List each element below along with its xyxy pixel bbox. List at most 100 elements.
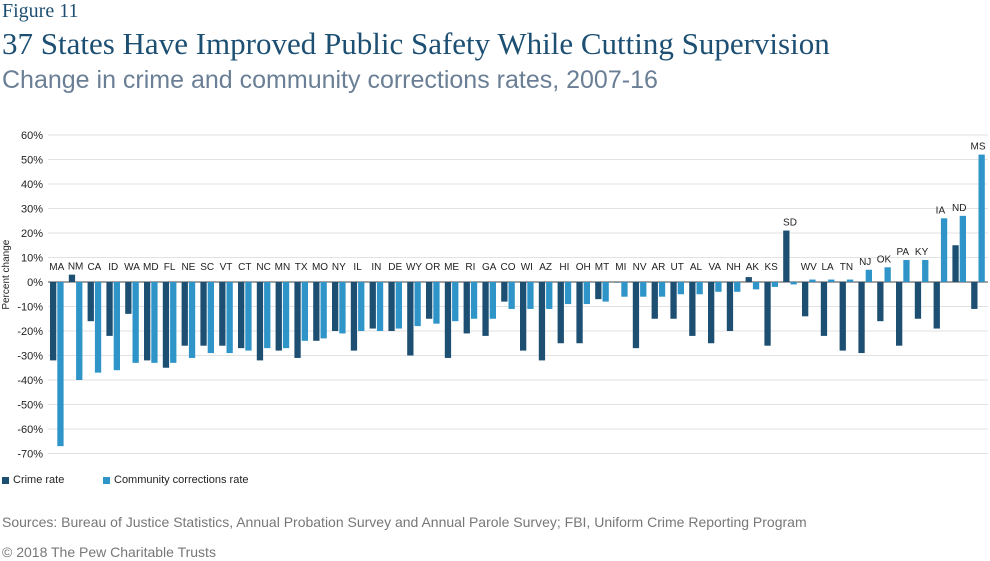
bar-crime-rate bbox=[877, 282, 884, 322]
bar-crime-rate bbox=[896, 282, 903, 346]
bar-community-corrections-rate bbox=[809, 279, 816, 282]
chart-subtitle: Change in crime and community correction… bbox=[2, 66, 658, 94]
category-label: UT bbox=[671, 262, 684, 273]
bar-community-corrections-rate bbox=[734, 282, 741, 292]
bar-crime-rate bbox=[595, 282, 602, 300]
bar-community-corrections-rate bbox=[846, 279, 854, 282]
y-tick-label: -30% bbox=[17, 351, 43, 363]
bar-community-corrections-rate bbox=[828, 279, 835, 282]
bar-crime-rate bbox=[783, 230, 790, 282]
y-tick-label: 10% bbox=[21, 253, 43, 265]
bar-crime-rate bbox=[839, 282, 846, 351]
category-label: DE bbox=[388, 262, 402, 273]
bar-crime-rate bbox=[520, 282, 527, 351]
bar-community-corrections-rate bbox=[884, 267, 891, 282]
bar-community-corrections-rate bbox=[658, 282, 666, 297]
y-tick-label: 40% bbox=[21, 179, 43, 191]
bar-crime-rate bbox=[952, 245, 959, 282]
bar-crime-rate bbox=[181, 282, 188, 346]
bar-crime-rate bbox=[463, 282, 470, 334]
bar-community-corrections-rate bbox=[339, 282, 346, 334]
bar-community-corrections-rate bbox=[790, 282, 797, 285]
bar-crime-rate bbox=[820, 282, 828, 336]
category-label: CT bbox=[238, 262, 251, 273]
legend-item-crime: Crime rate bbox=[2, 474, 64, 486]
category-label: ND bbox=[952, 203, 966, 214]
legend-swatch-crime bbox=[2, 476, 9, 484]
bar-crime-rate bbox=[238, 282, 245, 349]
copyright-note: © 2018 The Pew Charitable Trusts bbox=[2, 544, 216, 560]
bar-community-corrections-rate bbox=[978, 154, 985, 282]
bar-crime-rate bbox=[50, 282, 57, 361]
y-tick-label: 20% bbox=[21, 228, 43, 240]
bar-community-corrections-rate bbox=[583, 282, 590, 305]
source-note: Sources: Bureau of Justice Statistics, A… bbox=[2, 514, 807, 530]
bar-crime-rate bbox=[745, 277, 752, 282]
bar-community-corrections-rate bbox=[452, 282, 459, 322]
bar-crime-rate bbox=[125, 282, 132, 314]
bar-community-corrections-rate bbox=[188, 282, 196, 358]
category-label: LA bbox=[821, 262, 834, 273]
category-label: WY bbox=[406, 262, 422, 273]
bar-community-corrections-rate bbox=[282, 282, 290, 349]
y-tick-label: -40% bbox=[17, 375, 43, 387]
y-tick-label: -70% bbox=[17, 449, 43, 461]
category-label: WA bbox=[124, 262, 140, 273]
bar-crime-rate bbox=[87, 282, 94, 322]
bar-chart: 60% 50% 40% 30% 20% 10% 0% -10% -20% -30% -40% -50%… bbox=[1, 130, 988, 461]
bar-community-corrections-rate bbox=[76, 282, 83, 380]
bar-crime-rate bbox=[294, 282, 301, 358]
bar-community-corrections-rate bbox=[546, 282, 553, 309]
category-label: NM bbox=[68, 262, 84, 273]
bar-crime-rate bbox=[802, 282, 809, 317]
bar-community-corrections-rate bbox=[132, 282, 139, 363]
bar-community-corrections-rate bbox=[57, 282, 64, 447]
bar-community-corrections-rate bbox=[470, 282, 478, 319]
bar-community-corrections-rate bbox=[527, 282, 534, 309]
category-label: MT bbox=[595, 262, 609, 273]
bar-crime-rate bbox=[576, 282, 583, 344]
y-tick-label: -60% bbox=[17, 424, 43, 436]
bar-crime-rate bbox=[557, 282, 564, 344]
figure-label: Figure 11 bbox=[2, 0, 79, 22]
bar-crime-rate bbox=[689, 282, 696, 336]
bar-community-corrections-rate bbox=[621, 282, 628, 297]
category-label: WV bbox=[801, 262, 817, 273]
bar-community-corrections-rate bbox=[376, 282, 384, 331]
bar-community-corrections-rate bbox=[903, 259, 910, 282]
category-label: OH bbox=[576, 262, 591, 273]
bar-crime-rate bbox=[106, 282, 113, 336]
bar-community-corrections-rate bbox=[264, 282, 271, 349]
bar-crime-rate bbox=[670, 282, 677, 319]
bar-community-corrections-rate bbox=[489, 282, 496, 319]
legend-label-crime: Crime rate bbox=[13, 474, 65, 486]
bar-community-corrections-rate bbox=[940, 218, 948, 282]
bar-community-corrections-rate bbox=[226, 282, 233, 354]
category-label: RI bbox=[465, 262, 475, 273]
bar-crime-rate bbox=[350, 282, 358, 351]
bar-community-corrections-rate bbox=[151, 282, 158, 363]
legend-swatch-corrections bbox=[103, 476, 110, 484]
category-label: IA bbox=[936, 205, 946, 216]
bar-community-corrections-rate bbox=[395, 282, 402, 329]
bar-community-corrections-rate bbox=[696, 282, 703, 295]
bar-crime-rate bbox=[538, 282, 546, 361]
category-label: AR bbox=[651, 262, 665, 273]
y-tick-label: 0% bbox=[27, 277, 43, 289]
bar-crime-rate bbox=[444, 282, 452, 358]
y-tick-label: -50% bbox=[17, 400, 43, 412]
bar-community-corrections-rate bbox=[207, 282, 214, 354]
bar-crime-rate bbox=[651, 282, 658, 319]
bar-community-corrections-rate bbox=[170, 282, 177, 363]
bar-crime-rate bbox=[933, 282, 940, 329]
y-axis-label: Percent change bbox=[1, 239, 12, 309]
bar-crime-rate bbox=[482, 282, 489, 336]
bar-crime-rate bbox=[313, 282, 320, 341]
bar-community-corrections-rate bbox=[602, 282, 609, 302]
category-label: MN bbox=[275, 262, 291, 273]
bar-crime-rate bbox=[162, 282, 170, 368]
bar-crime-rate bbox=[407, 282, 414, 356]
bar-community-corrections-rate bbox=[564, 282, 572, 305]
category-label: IN bbox=[371, 262, 381, 273]
y-tick-label: 60% bbox=[21, 130, 43, 142]
